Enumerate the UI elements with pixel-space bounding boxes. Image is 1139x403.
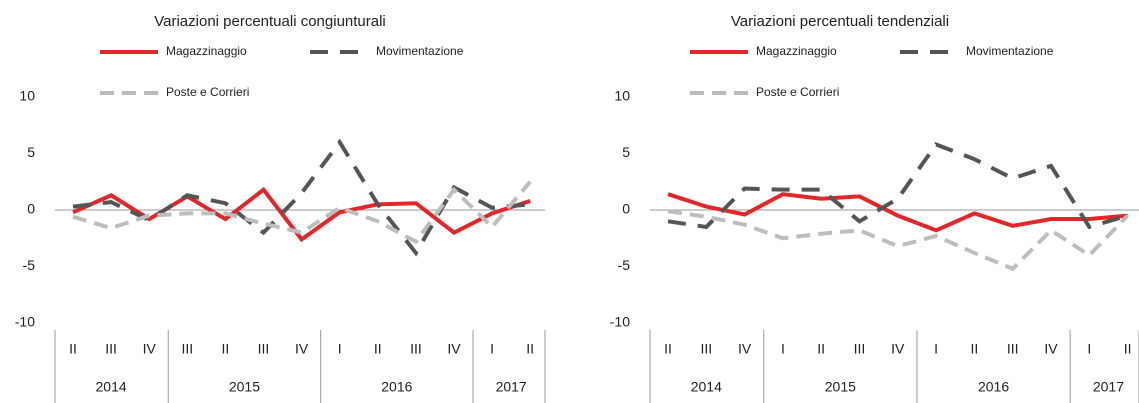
y-tick-label: 0 xyxy=(27,201,35,217)
y-tick-label: 10 xyxy=(19,88,35,104)
y-tick-label: -10 xyxy=(610,314,630,330)
series-line xyxy=(72,180,532,245)
x-tick-label: II xyxy=(526,341,534,357)
year-label: 2015 xyxy=(825,379,856,395)
legend-label: Magazzinaggio xyxy=(756,44,837,58)
x-tick-label: II xyxy=(664,341,672,357)
year-label: 2017 xyxy=(1093,379,1124,395)
chart-title: Variazioni percentuali congiunturali xyxy=(154,13,386,30)
x-tick-label: II xyxy=(222,341,230,357)
x-tick-label: IV xyxy=(143,341,157,357)
x-tick-label: I xyxy=(781,341,785,357)
x-tick-label: IV xyxy=(447,341,461,357)
x-tick-label: III xyxy=(181,341,193,357)
legend-label: Magazzinaggio xyxy=(166,44,247,58)
x-tick-label: I xyxy=(338,341,342,357)
y-tick-label: -5 xyxy=(618,257,631,273)
legend-label: Movimentazione xyxy=(966,44,1054,58)
x-tick-label: II xyxy=(817,341,825,357)
x-tick-label: III xyxy=(410,341,422,357)
year-label: 2016 xyxy=(978,379,1009,395)
y-tick-label: 10 xyxy=(614,88,630,104)
x-tick-label: IV xyxy=(295,341,309,357)
series-line xyxy=(667,192,1128,233)
y-tick-label: 5 xyxy=(622,144,630,160)
x-tick-label: III xyxy=(105,341,117,357)
x-tick-label: IV xyxy=(891,341,905,357)
x-tick-label: II xyxy=(374,341,382,357)
legend-label: Movimentazione xyxy=(376,44,464,58)
year-label: 2017 xyxy=(496,379,527,395)
x-tick-label: I xyxy=(490,341,494,357)
series-line xyxy=(667,209,1130,272)
year-label: 2014 xyxy=(691,379,722,395)
year-label: 2016 xyxy=(381,379,412,395)
x-tick-label: II xyxy=(69,341,77,357)
chart-title: Variazioni percentuali tendenziali xyxy=(731,13,949,30)
year-label: 2014 xyxy=(96,379,127,395)
series-line xyxy=(72,186,531,243)
legend-label: Poste e Corrieri xyxy=(756,85,839,99)
x-tick-label: III xyxy=(700,341,712,357)
x-tick-label: II xyxy=(971,341,979,357)
series-line xyxy=(667,142,1129,230)
x-tick-label: IV xyxy=(738,341,752,357)
legend-label: Poste e Corrieri xyxy=(166,85,249,99)
y-tick-label: 0 xyxy=(622,201,630,217)
year-label: 2015 xyxy=(229,379,260,395)
x-tick-label: II xyxy=(1124,341,1132,357)
x-tick-label: I xyxy=(1087,341,1091,357)
x-tick-label: III xyxy=(1007,341,1019,357)
x-tick-label: III xyxy=(258,341,270,357)
x-tick-label: IV xyxy=(1044,341,1058,357)
x-tick-label: I xyxy=(934,341,938,357)
y-tick-label: -10 xyxy=(15,314,35,330)
y-tick-label: -5 xyxy=(23,257,36,273)
y-tick-label: 5 xyxy=(27,144,35,160)
x-tick-label: III xyxy=(854,341,866,357)
